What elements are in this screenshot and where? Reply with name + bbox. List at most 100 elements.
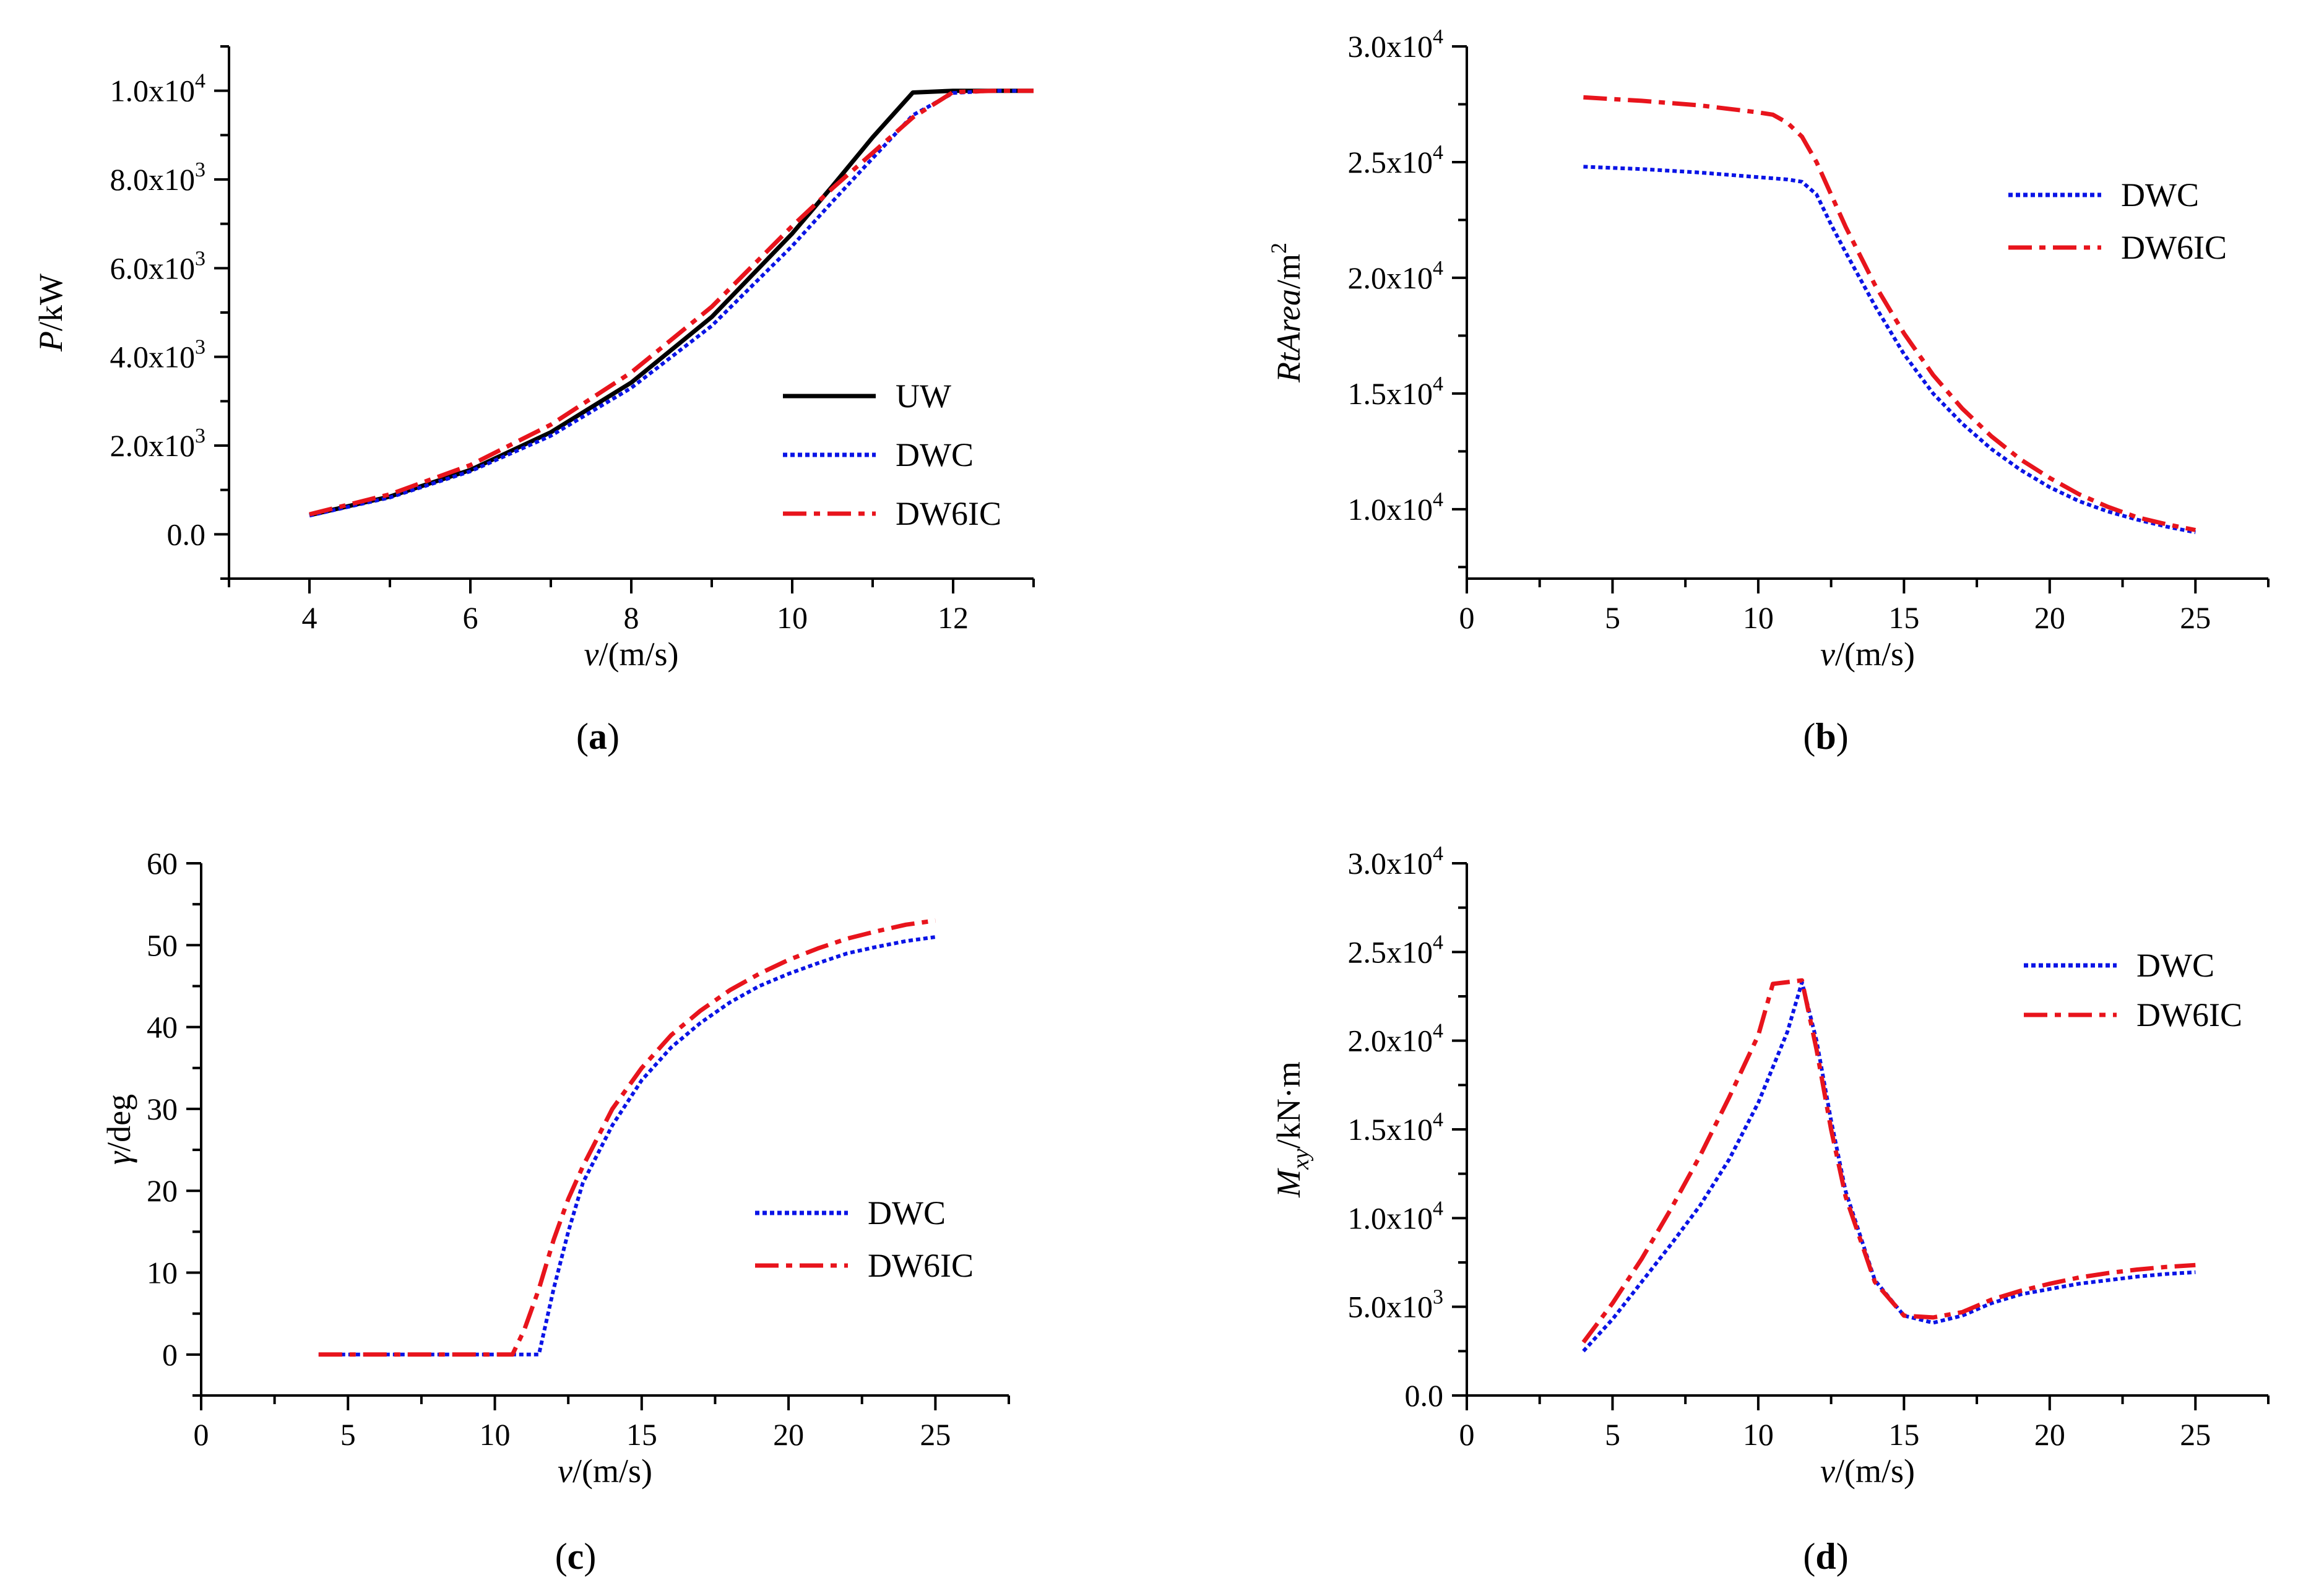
y-tick-mantissa: 0 — [162, 1337, 178, 1372]
y-tick-label: 5.0x103 — [1348, 1286, 1444, 1324]
y-axis-label: P/kW — [32, 274, 69, 352]
x-axis-label: v/(m/s) — [558, 1452, 652, 1490]
y-tick-label: 0 — [162, 1337, 178, 1372]
y-tick-exponent: 4 — [1433, 25, 1443, 48]
series-line-dwc — [1583, 165, 2196, 535]
y-tick-mantissa: 3.0x10 — [1348, 846, 1433, 881]
y-axis-label-symbol: P — [32, 331, 69, 352]
series-line-dwc — [309, 88, 1034, 518]
y-tick-label: 30 — [147, 1092, 178, 1126]
x-tick-label: 10 — [480, 1417, 511, 1452]
y-tick-label: 1.5x104 — [1348, 373, 1444, 411]
y-tick-label: 0.0 — [1405, 1378, 1444, 1413]
y-tick-mantissa: 4.0x10 — [110, 340, 196, 374]
x-axis-label-symbol: v — [584, 636, 599, 673]
y-tick-mantissa: 1.5x10 — [1348, 1112, 1433, 1147]
y-tick-label: 10 — [147, 1256, 178, 1290]
y-tick-mantissa: 0.0 — [167, 517, 206, 551]
x-axis-label-unit: /(m/s) — [1835, 1452, 1915, 1490]
y-tick-mantissa: 20 — [147, 1173, 178, 1208]
panel-caption: (b) — [1803, 716, 1848, 757]
x-tick-label: 10 — [1743, 1417, 1774, 1452]
panel-caption: (c) — [555, 1536, 597, 1577]
y-tick-label: 40 — [147, 1010, 178, 1045]
y-tick-label: 4.0x103 — [110, 336, 206, 374]
panel-caption: (d) — [1803, 1536, 1848, 1577]
caption-close: ) — [1836, 716, 1849, 757]
y-tick-mantissa: 0.0 — [1405, 1378, 1444, 1413]
x-tick-label: 6 — [463, 600, 478, 635]
y-tick-mantissa: 5.0x10 — [1348, 1290, 1433, 1324]
y-tick-exponent: 4 — [1433, 257, 1443, 280]
y-tick-exponent: 4 — [1433, 141, 1443, 164]
y-axis-label-unit: /deg — [100, 1094, 137, 1152]
x-tick-label: 15 — [1888, 1417, 1919, 1452]
y-axis-label-symbol: RtArea — [1270, 289, 1307, 383]
caption-close: ) — [584, 1536, 596, 1577]
y-tick-label: 8.0x103 — [110, 158, 206, 197]
legend-label-uw: UW — [896, 377, 951, 415]
x-tick-label: 8 — [624, 600, 639, 635]
y-tick-mantissa: 40 — [147, 1010, 178, 1045]
y-axis-label-symbol: γ — [100, 1150, 137, 1165]
x-tick-label: 15 — [626, 1417, 657, 1452]
y-tick-label: 6.0x103 — [110, 247, 206, 285]
y-tick-exponent: 4 — [1433, 1020, 1443, 1043]
caption-letter: a — [589, 716, 607, 757]
y-tick-label: 60 — [147, 846, 178, 881]
y-tick-mantissa: 1.0x10 — [110, 74, 196, 108]
legend-label-dw6ic: DW6IC — [896, 495, 1001, 532]
y-tick-exponent: 3 — [195, 336, 205, 359]
y-tick-mantissa: 1.0x10 — [1348, 492, 1433, 527]
y-tick-exponent: 4 — [1433, 842, 1443, 865]
x-axis-label-unit: /(m/s) — [598, 636, 678, 673]
y-axis-label: γ/deg — [100, 1094, 137, 1165]
x-axis-label-unit: /(m/s) — [1835, 636, 1915, 673]
x-tick-label: 20 — [773, 1417, 804, 1452]
x-tick-label: 20 — [2034, 1417, 2065, 1452]
legend-label-dw6ic: DW6IC — [868, 1247, 974, 1284]
legend-label-dwc: DWC — [868, 1194, 946, 1232]
caption-open: ( — [555, 1536, 568, 1577]
y-tick-mantissa: 3.0x10 — [1348, 29, 1433, 64]
x-tick-label: 12 — [938, 600, 969, 635]
series-line-dw6ic — [318, 918, 936, 1357]
x-tick-label: 0 — [1459, 1417, 1475, 1452]
legend-label-dwc: DWC — [2121, 176, 2199, 214]
x-tick-label: 15 — [1888, 600, 1919, 635]
x-axis-label: v/(m/s) — [584, 636, 679, 673]
y-tick-label: 2.0x104 — [1348, 1020, 1444, 1058]
x-axis-label-unit: /(m/s) — [572, 1452, 652, 1490]
y-tick-label: 2.0x103 — [110, 425, 206, 463]
chart-panel-a: 4 6 8 10 120.02.0x1034.0x1036.0x1038.0x1031.… — [32, 45, 1035, 757]
y-tick-label: 50 — [147, 928, 178, 962]
panel-caption: (a) — [576, 716, 620, 757]
x-axis-label-symbol: v — [1820, 1452, 1835, 1490]
legend-label-dw6ic: DW6IC — [2136, 996, 2242, 1033]
caption-letter: b — [1815, 716, 1836, 757]
x-tick-label: 25 — [2180, 1417, 2211, 1452]
x-tick-label: 25 — [920, 1417, 951, 1452]
x-tick-label: 10 — [1743, 600, 1774, 635]
caption-letter: d — [1815, 1536, 1836, 1577]
y-tick-mantissa: 2.5x10 — [1348, 934, 1433, 969]
series-line-dwc — [318, 935, 936, 1357]
y-tick-mantissa: 1.5x10 — [1348, 376, 1433, 411]
y-tick-exponent: 4 — [1433, 373, 1443, 395]
y-tick-exponent: 4 — [1433, 488, 1443, 511]
y-tick-mantissa: 2.0x10 — [1348, 261, 1433, 295]
y-tick-label: 2.0x104 — [1348, 257, 1444, 295]
caption-open: ( — [1803, 1536, 1815, 1577]
x-tick-label: 25 — [2180, 600, 2211, 635]
y-axis-label-subscript: xy — [1288, 1149, 1314, 1170]
x-tick-label: 5 — [340, 1417, 356, 1452]
series-line-dw6ic — [1581, 978, 2196, 1344]
chart-panel-b: 0 5 10 15 20 251.0x1041.5x1042.0x1042.5x1043.… — [1266, 25, 2270, 757]
y-tick-exponent: 4 — [1433, 1197, 1443, 1220]
y-tick-label: 3.0x104 — [1348, 25, 1444, 64]
caption-close: ) — [1836, 1536, 1849, 1577]
y-tick-label: 20 — [147, 1173, 178, 1208]
series-line-dwc — [1582, 980, 2196, 1353]
y-axis-label: Mxy/kN·m — [1270, 1061, 1314, 1198]
